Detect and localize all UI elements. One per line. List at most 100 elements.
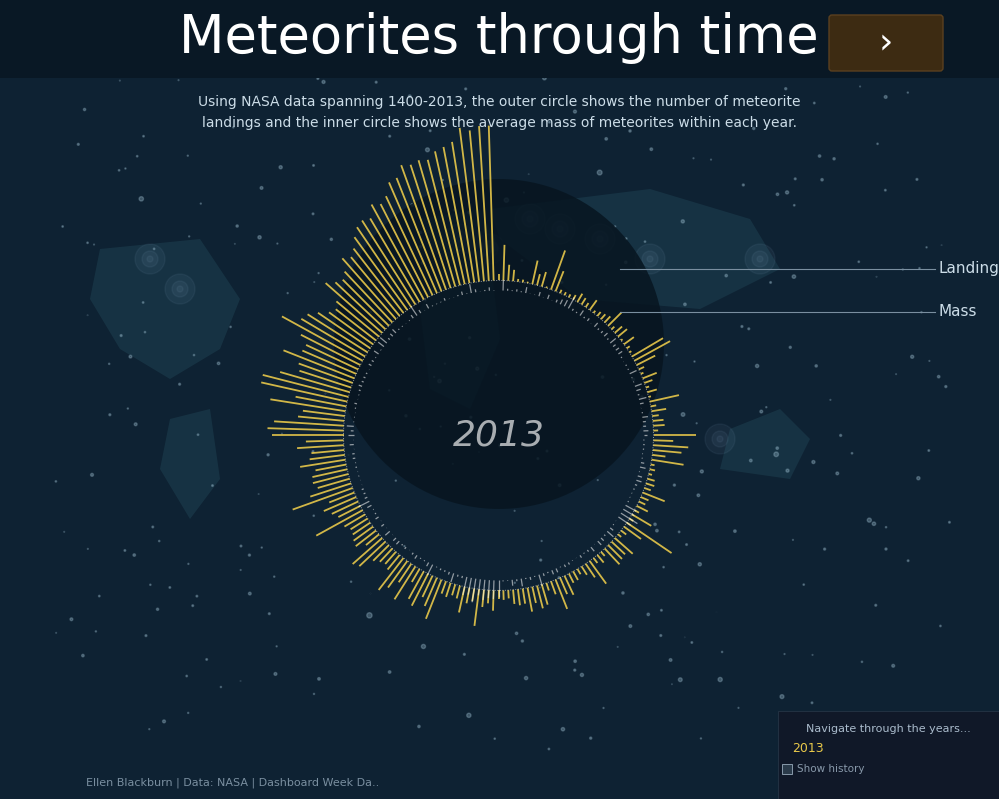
Point bbox=[499, 193, 514, 206]
Point bbox=[411, 720, 427, 733]
Point bbox=[878, 90, 894, 103]
Point bbox=[113, 329, 129, 342]
Point bbox=[676, 631, 692, 644]
Point bbox=[898, 737, 914, 750]
Point bbox=[844, 447, 860, 459]
Point bbox=[496, 418, 511, 431]
Point bbox=[735, 178, 751, 191]
Text: Mass: Mass bbox=[938, 304, 976, 320]
Point bbox=[685, 152, 701, 165]
Point bbox=[735, 68, 751, 81]
Point bbox=[252, 231, 268, 244]
Point bbox=[138, 630, 154, 642]
Point bbox=[826, 153, 842, 165]
Point bbox=[793, 52, 809, 65]
Point bbox=[324, 233, 340, 246]
Point bbox=[658, 348, 674, 361]
Point bbox=[171, 74, 187, 86]
Point bbox=[885, 659, 901, 672]
Point bbox=[337, 346, 353, 359]
Point bbox=[111, 164, 127, 177]
Point bbox=[415, 256, 431, 269]
Point bbox=[310, 72, 326, 85]
Point bbox=[249, 89, 265, 102]
Point bbox=[260, 448, 276, 461]
Point bbox=[741, 323, 757, 336]
Point bbox=[814, 173, 830, 186]
Point bbox=[229, 220, 245, 233]
Point bbox=[242, 549, 258, 562]
Point bbox=[482, 59, 498, 72]
Point bbox=[598, 133, 614, 145]
Point bbox=[551, 571, 567, 584]
Point bbox=[932, 619, 948, 632]
Polygon shape bbox=[720, 409, 810, 479]
Point bbox=[305, 208, 321, 221]
Circle shape bbox=[585, 224, 615, 254]
Point bbox=[86, 238, 102, 251]
Point bbox=[382, 384, 398, 396]
Point bbox=[398, 409, 414, 422]
Point bbox=[536, 72, 552, 85]
Point bbox=[186, 348, 202, 361]
Point bbox=[470, 362, 486, 375]
Point bbox=[911, 262, 927, 275]
Point bbox=[316, 76, 332, 89]
Circle shape bbox=[172, 281, 188, 297]
Point bbox=[412, 423, 428, 435]
Point bbox=[758, 401, 774, 414]
Point bbox=[678, 539, 694, 551]
Point bbox=[102, 408, 118, 421]
Point bbox=[686, 355, 702, 368]
Circle shape bbox=[592, 231, 608, 247]
Text: Ellen Blackburn | Data: NASA | Dashboard Week Da..: Ellen Blackburn | Data: NASA | Dashboard… bbox=[86, 777, 380, 789]
Point bbox=[405, 199, 421, 212]
Point bbox=[112, 74, 128, 87]
Circle shape bbox=[522, 211, 538, 227]
Circle shape bbox=[487, 246, 493, 252]
Point bbox=[151, 535, 167, 547]
Circle shape bbox=[552, 221, 568, 237]
Point bbox=[362, 609, 378, 622]
Point bbox=[133, 193, 149, 205]
Point bbox=[643, 143, 659, 156]
Point bbox=[866, 517, 882, 530]
Point bbox=[514, 634, 530, 647]
Point bbox=[80, 237, 96, 249]
Point bbox=[877, 184, 893, 197]
Point bbox=[868, 270, 884, 283]
Point bbox=[493, 439, 508, 452]
Point bbox=[931, 370, 947, 383]
Circle shape bbox=[177, 286, 183, 292]
Point bbox=[465, 64, 481, 77]
Point bbox=[162, 581, 178, 594]
Point bbox=[80, 309, 96, 322]
Point bbox=[48, 475, 64, 487]
Circle shape bbox=[647, 256, 653, 262]
Point bbox=[786, 270, 802, 283]
Point bbox=[532, 581, 548, 594]
Point bbox=[918, 241, 934, 254]
Point bbox=[541, 116, 557, 129]
Point bbox=[418, 294, 434, 307]
Point bbox=[633, 391, 649, 403]
Point bbox=[776, 648, 792, 661]
Circle shape bbox=[712, 431, 728, 447]
Point bbox=[143, 578, 159, 591]
Point bbox=[672, 674, 688, 686]
Point bbox=[589, 474, 605, 487]
Point bbox=[262, 607, 278, 620]
Point bbox=[506, 576, 522, 589]
Point bbox=[551, 479, 567, 491]
Point bbox=[205, 479, 221, 492]
Point bbox=[500, 434, 516, 447]
Point bbox=[714, 646, 730, 658]
Circle shape bbox=[597, 236, 603, 242]
Point bbox=[675, 408, 691, 421]
Point bbox=[787, 173, 803, 185]
Polygon shape bbox=[420, 209, 500, 269]
Point bbox=[211, 357, 227, 370]
Point bbox=[146, 242, 162, 255]
Point bbox=[874, 714, 890, 727]
Point bbox=[77, 103, 93, 116]
